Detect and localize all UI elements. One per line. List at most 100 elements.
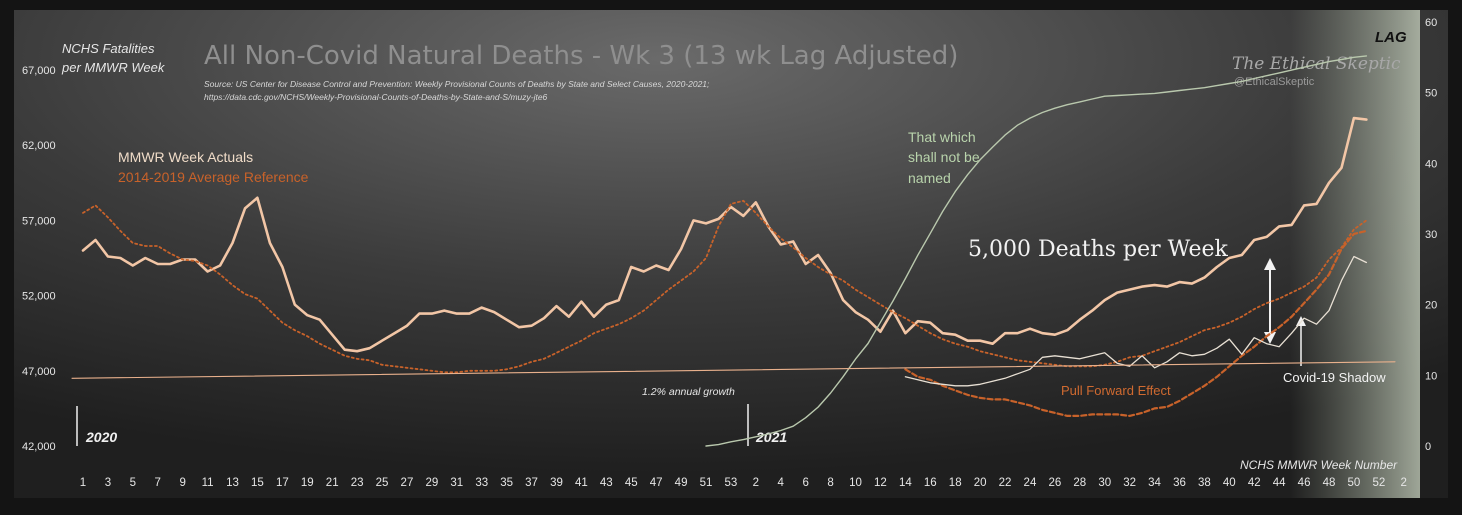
x-tick-label: 32 bbox=[1123, 477, 1136, 489]
series-unnamed-line bbox=[705, 55, 1368, 447]
x-tick-label: 25 bbox=[376, 477, 389, 489]
x-tick-label: 5 bbox=[130, 477, 136, 489]
x-tick-label: 28 bbox=[1073, 477, 1086, 489]
y-tick-left-label: 67,000 bbox=[22, 65, 56, 77]
pull-forward-annotation: Pull Forward Effect bbox=[1061, 383, 1171, 398]
x-tick-label: 30 bbox=[1098, 477, 1111, 489]
x-tick-label: 20 bbox=[974, 477, 987, 489]
gap-arrow-head-up bbox=[1264, 258, 1276, 270]
x-tick-label: 19 bbox=[301, 477, 314, 489]
x-tick-label: 13 bbox=[226, 477, 239, 489]
x-tick-label: 40 bbox=[1223, 477, 1236, 489]
x-tick-label: 23 bbox=[351, 477, 364, 489]
x-tick-label: 34 bbox=[1148, 477, 1161, 489]
y-tick-right-label: 40 bbox=[1425, 158, 1437, 170]
growth-baseline bbox=[71, 361, 1396, 379]
x-tick-label: 11 bbox=[202, 477, 214, 489]
x-tick-label: 9 bbox=[179, 477, 185, 489]
x-tick-label: 44 bbox=[1273, 477, 1286, 489]
year-label-2020: 2020 bbox=[85, 429, 117, 445]
x-tick-label: 24 bbox=[1024, 477, 1037, 489]
x-tick-label: 2 bbox=[753, 477, 759, 489]
x-tick-label: 27 bbox=[401, 477, 414, 489]
y-tick-left-label: 57,000 bbox=[22, 215, 56, 227]
series-pull-forward-line bbox=[904, 229, 1368, 417]
chart-title: All Non-Covid Natural Deaths - Wk 3 (13 … bbox=[204, 41, 958, 71]
chart-background bbox=[14, 10, 1448, 498]
x-tick-label: 14 bbox=[899, 477, 912, 489]
series-shadow-line bbox=[904, 255, 1368, 387]
y-axis-left: 42,000 47,000 52,000 57,000 62,000 67,000 bbox=[22, 65, 56, 453]
source-line-1: Source: US Center for Disease Control an… bbox=[204, 79, 710, 89]
lag-label: LAG bbox=[1375, 29, 1407, 46]
x-tick-label: 52 bbox=[1372, 477, 1385, 489]
y-axis-label-line-1: NCHS Fatalities bbox=[62, 41, 155, 56]
brand-handle: @EthicalSkeptic bbox=[1234, 76, 1315, 88]
year-label-2021: 2021 bbox=[755, 429, 787, 445]
series-layer bbox=[71, 55, 1396, 447]
x-tick-label: 51 bbox=[700, 477, 713, 489]
x-tick-label: 48 bbox=[1323, 477, 1336, 489]
source-line-2: https://data.cdc.gov/NCHS/Weekly-Provisi… bbox=[204, 92, 548, 102]
x-tick-label: 8 bbox=[827, 477, 833, 489]
x-tick-label: 31 bbox=[450, 477, 463, 489]
unnamed-annotation-3: named bbox=[908, 170, 951, 186]
lag-region bbox=[1290, 10, 1420, 498]
x-tick-label: 45 bbox=[625, 477, 638, 489]
series-average-line bbox=[82, 199, 1368, 374]
x-tick-label: 37 bbox=[525, 477, 538, 489]
x-tick-label: 39 bbox=[550, 477, 563, 489]
x-tick-label: 17 bbox=[276, 477, 289, 489]
y-tick-left-label: 47,000 bbox=[22, 366, 56, 378]
y-axis-right: 0 10 20 30 40 50 60 bbox=[1425, 17, 1437, 453]
x-tick-label: 46 bbox=[1298, 477, 1311, 489]
x-tick-label: 50 bbox=[1348, 477, 1361, 489]
x-tick-label: 29 bbox=[425, 477, 438, 489]
x-tick-label: 12 bbox=[874, 477, 887, 489]
x-tick-label: 1 bbox=[80, 477, 86, 489]
x-tick-label: 43 bbox=[600, 477, 613, 489]
x-tick-label: 7 bbox=[155, 477, 161, 489]
series-actuals-line bbox=[81, 116, 1368, 353]
legend-average: 2014-2019 Average Reference bbox=[118, 169, 309, 185]
x-tick-label: 6 bbox=[802, 477, 808, 489]
x-tick-label: 47 bbox=[650, 477, 663, 489]
x-tick-label: 49 bbox=[675, 477, 688, 489]
x-tick-label: 16 bbox=[924, 477, 937, 489]
x-tick-label: 10 bbox=[849, 477, 862, 489]
y-tick-right-label: 10 bbox=[1425, 370, 1437, 382]
y-axis-label-line-2: per MMWR Week bbox=[61, 60, 166, 75]
x-tick-label: 35 bbox=[500, 477, 513, 489]
unnamed-annotation-1: That which bbox=[908, 129, 976, 145]
x-tick-label: 22 bbox=[999, 477, 1012, 489]
y-tick-right-label: 50 bbox=[1425, 88, 1437, 100]
y-tick-right-label: 20 bbox=[1425, 300, 1437, 312]
x-axis-label: NCHS MMWR Week Number bbox=[1240, 458, 1398, 472]
x-tick-label: 18 bbox=[949, 477, 962, 489]
y-tick-left-label: 42,000 bbox=[22, 441, 56, 453]
x-tick-label: 21 bbox=[326, 477, 339, 489]
x-tick-label: 41 bbox=[575, 477, 588, 489]
y-tick-left-label: 52,000 bbox=[22, 291, 56, 303]
x-tick-label: 42 bbox=[1248, 477, 1261, 489]
y-tick-right-label: 30 bbox=[1425, 229, 1437, 241]
x-tick-label: 15 bbox=[251, 477, 264, 489]
x-tick-label: 33 bbox=[475, 477, 488, 489]
x-tick-label: 38 bbox=[1198, 477, 1211, 489]
x-tick-label: 36 bbox=[1173, 477, 1186, 489]
x-tick-label: 4 bbox=[778, 477, 785, 489]
y-tick-right-label: 0 bbox=[1425, 441, 1431, 453]
x-tick-label: 53 bbox=[725, 477, 738, 489]
shadow-annotation: Covid-19 Shadow bbox=[1283, 370, 1386, 385]
x-tick-label: 26 bbox=[1048, 477, 1061, 489]
unnamed-annotation-2: shall not be bbox=[908, 149, 980, 165]
growth-annotation: 1.2% annual growth bbox=[642, 386, 735, 398]
y-tick-left-label: 62,000 bbox=[22, 140, 56, 152]
gap-annotation: 5,000 Deaths per Week bbox=[968, 237, 1229, 262]
y-tick-right-label: 60 bbox=[1425, 17, 1437, 29]
legend-actuals: MMWR Week Actuals bbox=[118, 149, 253, 165]
x-tick-label: 3 bbox=[105, 477, 111, 489]
x-tick-label: 2 bbox=[1401, 477, 1407, 489]
x-axis: 1 3 5 7 9 11 13 15 17 19 21 23 25 27 29 31 33 35 37 39 41 43 4… bbox=[80, 477, 1407, 489]
